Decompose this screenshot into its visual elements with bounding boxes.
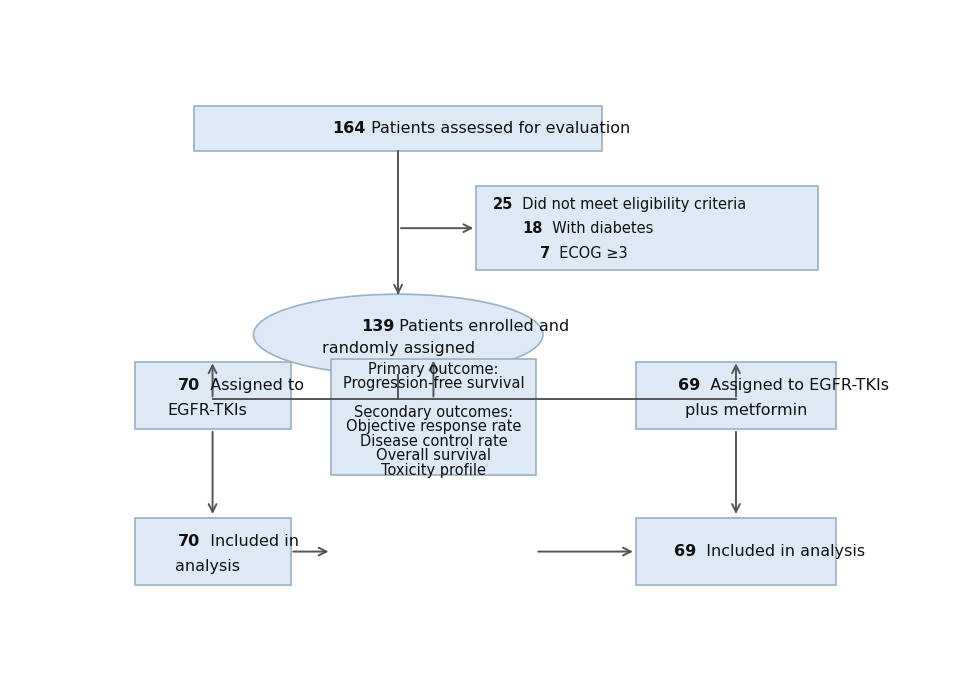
Text: analysis: analysis <box>175 559 240 574</box>
Text: Patients assessed for evaluation: Patients assessed for evaluation <box>366 121 629 136</box>
FancyBboxPatch shape <box>194 106 603 151</box>
Text: randomly assigned: randomly assigned <box>322 341 475 356</box>
FancyBboxPatch shape <box>636 362 836 429</box>
Text: 7: 7 <box>540 246 550 260</box>
Ellipse shape <box>253 294 543 375</box>
Text: Patients enrolled and: Patients enrolled and <box>395 318 570 333</box>
Text: Progression-free survival: Progression-free survival <box>343 376 524 391</box>
Text: Assigned to EGFR-TKIs: Assigned to EGFR-TKIs <box>700 378 889 393</box>
Text: 164: 164 <box>332 121 366 136</box>
Text: Toxicity profile: Toxicity profile <box>381 463 486 478</box>
Text: Disease control rate: Disease control rate <box>359 434 508 449</box>
FancyBboxPatch shape <box>134 518 290 585</box>
Text: Did not meet eligibility criteria: Did not meet eligibility criteria <box>513 197 746 212</box>
Text: EGFR-TKIs: EGFR-TKIs <box>168 402 247 418</box>
Text: ECOG ≥3: ECOG ≥3 <box>550 246 628 260</box>
FancyBboxPatch shape <box>134 362 290 429</box>
Text: Included in analysis: Included in analysis <box>696 544 865 559</box>
Text: Included in: Included in <box>200 534 299 549</box>
Text: Overall survival: Overall survival <box>376 449 490 463</box>
Text: Assigned to: Assigned to <box>200 378 304 393</box>
Text: With diabetes: With diabetes <box>543 220 653 236</box>
Text: 139: 139 <box>361 318 395 333</box>
Text: 69: 69 <box>677 378 700 393</box>
Text: 25: 25 <box>492 197 513 212</box>
Text: plus metformin: plus metformin <box>685 402 808 418</box>
Text: 70: 70 <box>178 534 200 549</box>
FancyBboxPatch shape <box>476 186 817 270</box>
Text: Secondary outcomes:: Secondary outcomes: <box>354 405 513 420</box>
FancyBboxPatch shape <box>636 518 836 585</box>
Text: 69: 69 <box>673 544 696 559</box>
Text: 70: 70 <box>178 378 200 393</box>
Text: 18: 18 <box>522 220 543 236</box>
Text: Primary outcome:: Primary outcome: <box>368 361 499 377</box>
Text: Objective response rate: Objective response rate <box>346 419 521 435</box>
FancyBboxPatch shape <box>331 359 536 475</box>
